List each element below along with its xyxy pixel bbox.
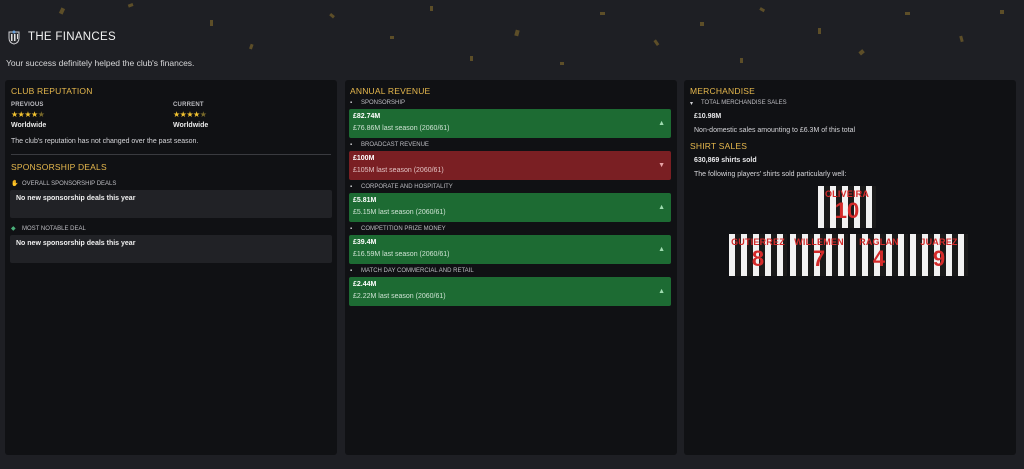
revenue-row[interactable]: £2.44M £2.22M last season (2060/61) ▲: [349, 277, 671, 306]
revenue-row[interactable]: £5.81M £5.15M last season (2060/61) ▲: [349, 193, 671, 222]
revenue-category-icon: ▪: [350, 142, 353, 148]
trend-up-icon: ▲: [658, 204, 665, 211]
revenue-last-season: £2.22M last season (2060/61): [353, 293, 446, 300]
total-merch-label: ▾ TOTAL MERCHANDISE SALES: [690, 100, 787, 107]
trophy-icon: ◆: [11, 226, 16, 232]
revenue-last-season: £5.15M last season (2060/61): [353, 209, 446, 216]
shirt-player-number: 7: [812, 246, 826, 271]
revenue-label: ▪ COMPETITION PRIZE MONEY: [350, 226, 446, 232]
annual-revenue-panel: ANNUAL REVENUE ▪ SPONSORSHIP £82.74M £76.86…: [345, 80, 677, 455]
overall-deals-box: No new sponsorship deals this year: [10, 190, 332, 218]
player-shirt[interactable]: WILLEMEN 7: [790, 234, 848, 276]
revenue-label: ▪ CORPORATE AND HOSPITALITY: [350, 184, 453, 190]
trend-up-icon: ▲: [658, 120, 665, 127]
shirt-player-name: JUAREZ: [920, 237, 958, 247]
revenue-last-season: £105M last season (2060/61): [353, 167, 444, 174]
trend-down-icon: ▼: [658, 162, 665, 169]
current-stars-icon: ★★★★★: [173, 110, 207, 119]
player-shirt[interactable]: OLIVEIRA 10: [818, 186, 876, 228]
trend-up-icon: ▲: [658, 288, 665, 295]
shirt-note: The following players' shirts sold parti…: [694, 171, 847, 178]
overall-deals-label: ✋ OVERALL SPONSORSHIP DEALS: [11, 180, 117, 188]
previous-value: Worldwide: [11, 122, 47, 129]
revenue-row[interactable]: £100M £105M last season (2060/61) ▼: [349, 151, 671, 180]
shirt-icon: ▾: [690, 101, 694, 107]
revenue-value: £5.81M: [353, 197, 377, 204]
reputation-sponsorship-panel: CLUB REPUTATION PREVIOUS ★★★★★ Worldwide…: [5, 80, 337, 455]
shirt-count: 630,869 shirts sold: [694, 157, 757, 164]
merchandise-title: MERCHANDISE: [690, 86, 756, 96]
revenue-value: £100M: [353, 155, 375, 162]
merchandise-panel: MERCHANDISE ▾ TOTAL MERCHANDISE SALES £1…: [684, 80, 1016, 455]
previous-reputation: PREVIOUS ★★★★★ Worldwide: [11, 102, 46, 129]
revenue-row[interactable]: £39.4M £16.59M last season (2060/61) ▲: [349, 235, 671, 264]
sponsorship-deals-title: SPONSORSHIP DEALS: [11, 162, 107, 172]
notable-deal-box: No new sponsorship deals this year: [10, 235, 332, 263]
revenue-value: £39.4M: [353, 239, 377, 246]
club-crest-icon: [8, 30, 20, 45]
current-value: Worldwide: [173, 122, 209, 129]
page-header: THE FINANCES: [6, 29, 116, 45]
page-title: THE FINANCES: [28, 31, 116, 43]
revenue-label: ▪ SPONSORSHIP: [350, 100, 406, 106]
revenue-row[interactable]: £82.74M £76.86M last season (2060/61) ▲: [349, 109, 671, 138]
notable-deal-label: ◆ MOST NOTABLE DEAL: [11, 225, 86, 233]
revenue-last-season: £16.59M last season (2060/61): [353, 251, 450, 258]
trend-up-icon: ▲: [658, 246, 665, 253]
shirt-player-number: 10: [834, 198, 860, 223]
reputation-note: The club's reputation has not changed ov…: [11, 138, 199, 145]
merch-note: Non-domestic sales amounting to £6.3M of…: [694, 127, 856, 134]
revenue-category-icon: ▪: [350, 268, 353, 274]
revenue-value: £2.44M: [353, 281, 377, 288]
shirt-player-name: GUTIERREZ: [731, 237, 785, 247]
shirt-sales-title: SHIRT SALES: [690, 141, 748, 151]
revenue-category-icon: ▪: [350, 226, 353, 232]
previous-label: PREVIOUS: [11, 102, 44, 108]
revenue-value: £82.74M: [353, 113, 381, 120]
shirt-player-name: RAGLAN: [859, 237, 899, 247]
revenue-category-icon: ▪: [350, 184, 353, 190]
player-shirt[interactable]: GUTIERREZ 8: [729, 234, 787, 276]
revenue-label: ▪ MATCH DAY COMMERCIAL AND RETAIL: [350, 268, 474, 274]
current-reputation: CURRENT ★★★★★ Worldwide: [173, 102, 208, 129]
revenue-label: ▪ BROADCAST REVENUE: [350, 142, 429, 148]
club-reputation-title: CLUB REPUTATION: [11, 86, 93, 96]
handshake-icon: ✋: [11, 181, 19, 187]
page-subtitle: Your success definitely helped the club'…: [6, 58, 195, 68]
total-merch-value: £10.98M: [694, 113, 722, 120]
player-shirt[interactable]: RAGLAN 4: [850, 234, 908, 276]
revenue-category-icon: ▪: [350, 100, 353, 106]
shirt-player-number: 8: [751, 246, 765, 271]
current-label: CURRENT: [173, 102, 204, 108]
shirt-player-name: OLIVEIRA: [824, 189, 870, 199]
shirt-player-name: WILLEMEN: [794, 237, 844, 247]
shirt-player-number: 4: [872, 246, 886, 271]
shirt-player-number: 9: [932, 246, 946, 271]
player-shirt[interactable]: JUAREZ 9: [910, 234, 968, 276]
previous-stars-icon: ★★★★★: [11, 110, 45, 119]
annual-revenue-title: ANNUAL REVENUE: [350, 86, 431, 96]
divider: [11, 154, 331, 155]
revenue-last-season: £76.86M last season (2060/61): [353, 125, 450, 132]
